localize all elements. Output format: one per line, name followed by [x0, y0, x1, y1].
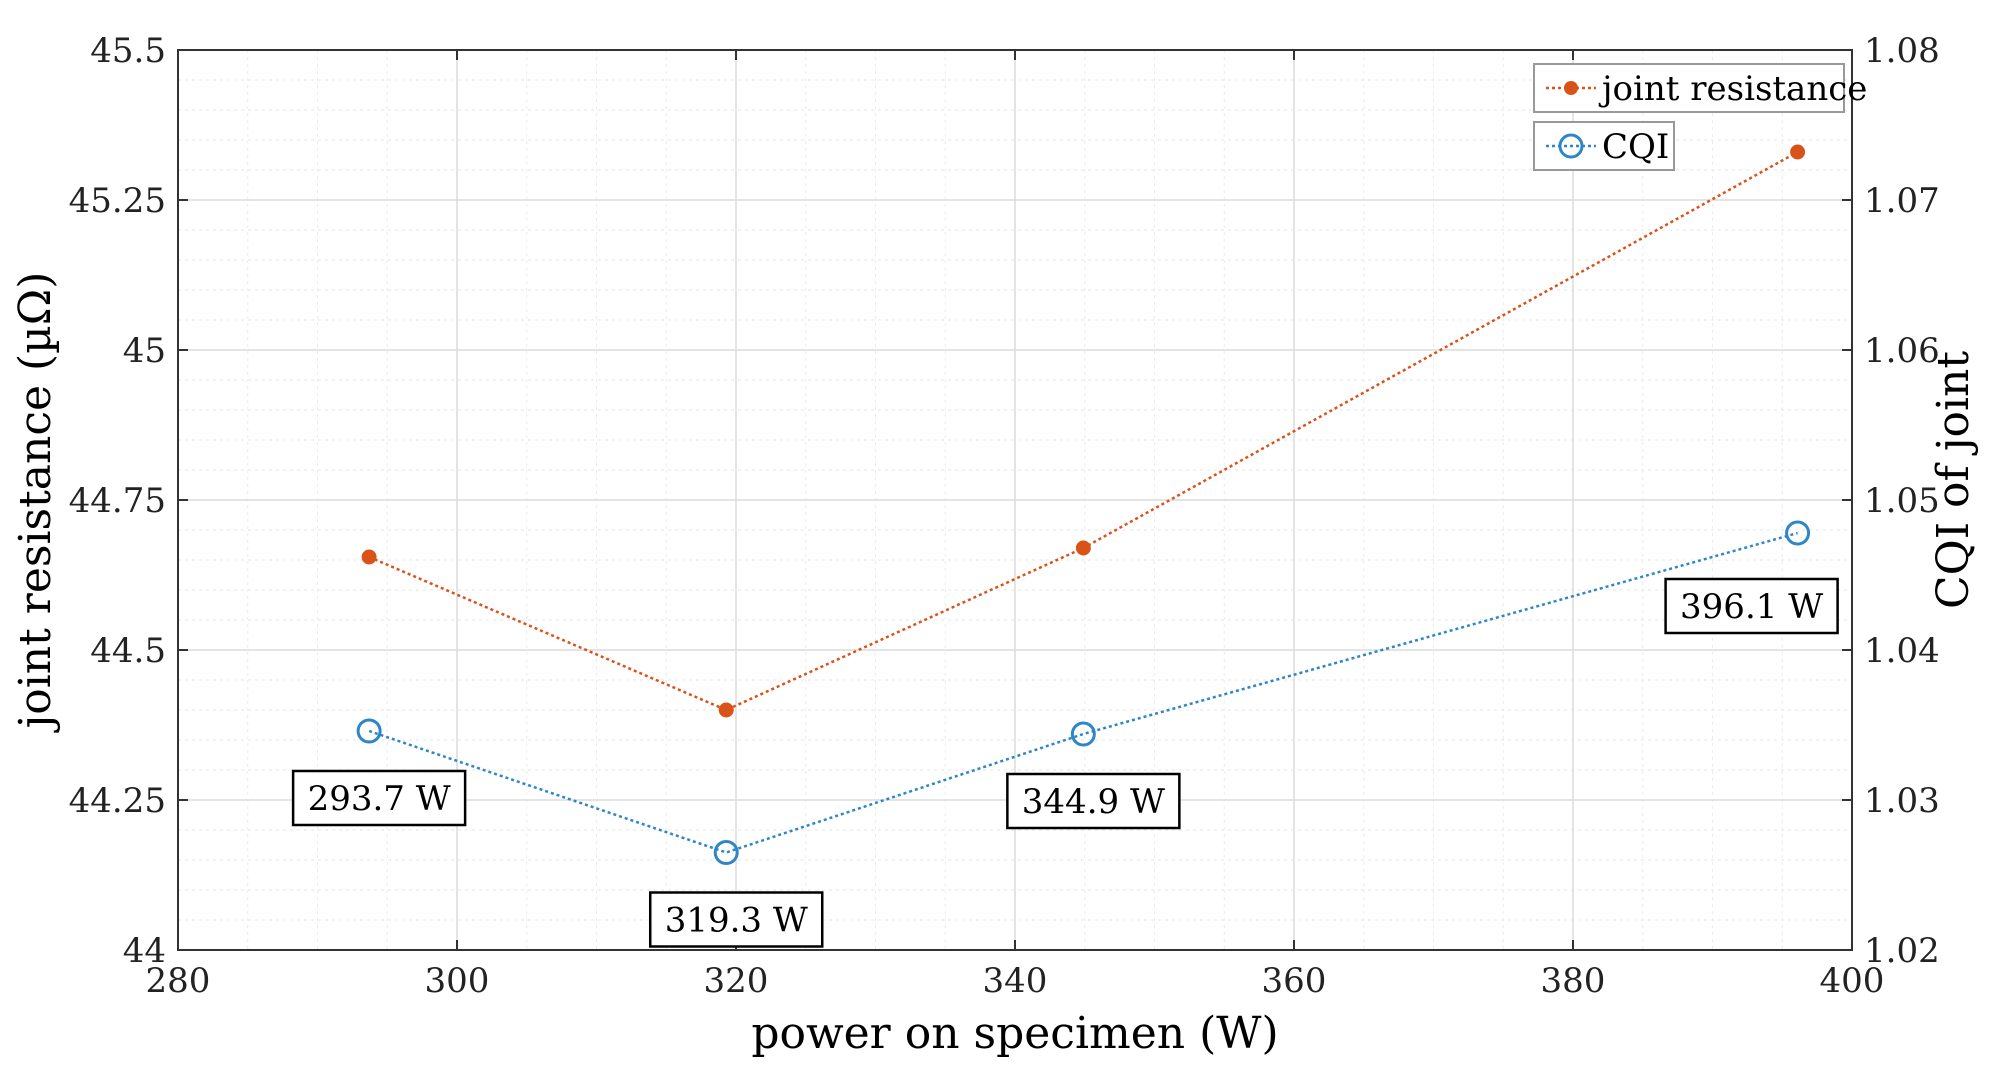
right-y-tick-label: 1.04 — [1864, 631, 1940, 671]
annotation-frame — [1664, 577, 1839, 635]
data-point-cqi — [1070, 721, 1096, 747]
annotation-frame — [291, 769, 467, 827]
annotation-box: 293.7 W — [291, 769, 467, 827]
legend-item-joint-resistance: joint resistance — [1533, 63, 1867, 113]
x-axis-title: power on specimen (W) — [751, 1008, 1278, 1059]
right-y-tick-label: 1.03 — [1864, 781, 1940, 821]
annotation-frame — [1006, 772, 1181, 830]
series-layer — [356, 144, 1811, 865]
annotation-label: 396.1 W — [1680, 587, 1823, 627]
legend-box — [1533, 63, 1845, 113]
annotation-label: 319.3 W — [665, 901, 808, 941]
left-y-tick-label: 45 — [123, 331, 166, 371]
data-point-joint-resistance — [361, 549, 377, 565]
annotation-label: 344.9 W — [1022, 782, 1165, 822]
right-y-axis-ticks: 1.02 1.03 1.04 1.05 1.06 1.07 1.08 — [1842, 31, 1940, 971]
x-tick-label: 400 — [1820, 961, 1885, 1001]
x-tick-label: 380 — [1541, 961, 1606, 1001]
x-tick-label: 300 — [425, 961, 490, 1001]
left-y-tick-label: 44 — [123, 931, 166, 971]
left-y-axis-ticks: 44 44.25 44.5 44.75 45 45.25 45.5 — [69, 31, 188, 971]
right-y-tick-label: 1.02 — [1864, 931, 1940, 971]
data-point-cqi — [713, 840, 739, 865]
series-line-joint-resistance — [368, 150, 1799, 712]
data-point-joint-resistance — [1075, 540, 1091, 556]
legend: joint resistance CQI — [1533, 63, 1867, 171]
data-point-joint-resistance — [1790, 144, 1806, 160]
left-y-tick-label: 45.25 — [69, 181, 166, 221]
series-line-cqi — [368, 531, 1798, 854]
right-y-tick-label: 1.05 — [1864, 481, 1940, 521]
x-tick-label: 360 — [1262, 961, 1327, 1001]
data-point-cqi — [1785, 520, 1811, 546]
x-tick-label: 340 — [983, 961, 1048, 1001]
left-y-tick-label: 44.5 — [90, 631, 166, 671]
annotation-box: 319.3 W — [648, 891, 824, 948]
annotation-box: 396.1 W — [1664, 577, 1839, 635]
x-tick-label: 280 — [146, 961, 211, 1001]
annotation-label: 293.7 W — [308, 779, 451, 819]
legend-marker — [1558, 133, 1584, 159]
right-y-axis-title: CQI of joint — [1928, 351, 1979, 609]
right-y-tick-label: 1.08 — [1864, 31, 1940, 71]
right-y-tick-label: 1.06 — [1864, 331, 1940, 371]
left-y-tick-label: 44.25 — [69, 781, 166, 821]
legend-item-cqi: CQI — [1533, 121, 1675, 171]
left-y-tick-label: 45.5 — [90, 31, 166, 71]
legend-label: joint resistance — [1598, 69, 1867, 109]
right-y-tick-label: 1.07 — [1864, 181, 1940, 221]
data-point-cqi — [356, 718, 382, 744]
left-y-axis-title: joint resistance (µΩ) — [10, 272, 61, 734]
left-y-tick-label: 44.75 — [69, 481, 166, 521]
x-tick-label: 320 — [704, 961, 769, 1001]
annotations: 293.7 W 319.3 W 344.9 W 396.1 W — [291, 577, 1839, 948]
annotation-frame — [648, 891, 824, 948]
legend-marker — [1564, 81, 1578, 95]
legend-box — [1533, 121, 1675, 171]
annotation-box: 344.9 W — [1006, 772, 1181, 830]
x-axis-ticks: 280 300 320 340 360 380 400 — [146, 50, 1885, 1001]
data-point-joint-resistance — [718, 702, 734, 718]
legend-label: CQI — [1602, 127, 1669, 167]
